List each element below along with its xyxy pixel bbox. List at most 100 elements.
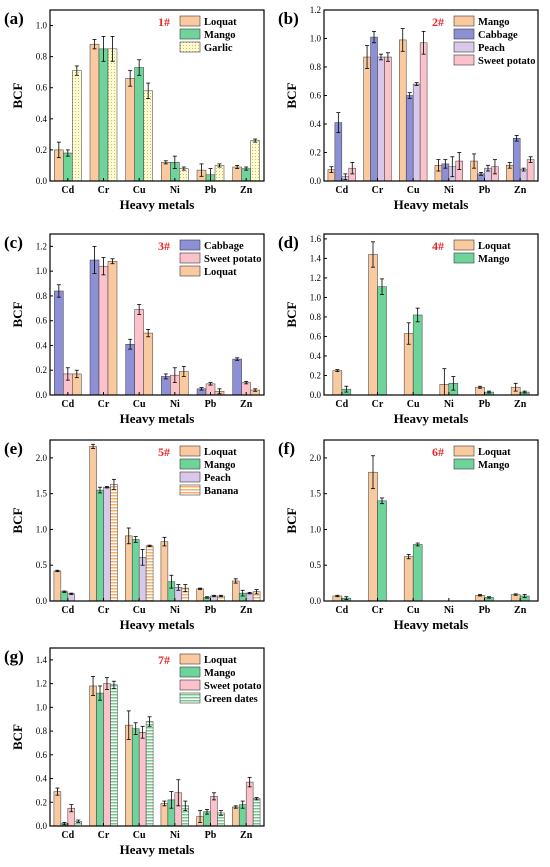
bar-loquat-cd bbox=[332, 370, 343, 396]
bar-garlic-zn bbox=[250, 140, 260, 182]
bar-cabbage-cu bbox=[405, 95, 414, 182]
legend-swatch bbox=[179, 28, 201, 40]
x-axis-title: Heavy metals bbox=[394, 617, 469, 632]
y-tick-label: 1.0 bbox=[310, 292, 322, 302]
bar-cabbage-cr bbox=[89, 259, 100, 396]
bar-loquat-pb bbox=[196, 588, 204, 602]
x-tick-label: Pb bbox=[205, 185, 217, 196]
legend-swatch bbox=[453, 252, 475, 264]
bar-loquat-cr bbox=[89, 43, 100, 182]
y-tick-label: 0.5 bbox=[36, 560, 48, 570]
x-tick-label: Ni bbox=[170, 605, 180, 616]
legend-label: Loquat bbox=[478, 447, 511, 458]
x-tick-label: Cr bbox=[98, 605, 110, 616]
legend-label: Sweet potato bbox=[204, 681, 261, 692]
y-tick-label: 0.8 bbox=[36, 52, 48, 62]
legend-label: Garlic bbox=[204, 43, 233, 54]
x-tick-label: Cr bbox=[98, 185, 110, 196]
bar-sweet-potato-cr bbox=[103, 683, 111, 827]
bar-loquat-cu bbox=[125, 535, 133, 602]
legend-label: Loquat bbox=[204, 267, 237, 278]
bar-garlic-cr bbox=[107, 48, 118, 182]
bar-cabbage-cd bbox=[54, 290, 64, 396]
y-tick-label: 1.2 bbox=[310, 5, 321, 15]
y-tick-label: 0.4 bbox=[310, 119, 322, 129]
x-tick-label: Cd bbox=[335, 399, 348, 410]
y-tick-label: 1.4 bbox=[310, 253, 322, 263]
bar-mango-cu bbox=[131, 539, 140, 602]
panel-a: Cd Cr Cu Ni Pb Zn 0.0 0.2 0.4 0.6 0.8 1.0 Heavy meta… bbox=[2, 2, 274, 217]
x-tick-label: Ni bbox=[444, 605, 454, 616]
x-tick-label: Cd bbox=[335, 605, 348, 616]
chart-svg: Cd Cr Cu Ni Pb Zn 0.0 0.2 0.4 0.6 0.8 1.0 1.2 Heavy m… bbox=[4, 233, 265, 426]
bar-loquat-cu bbox=[143, 332, 153, 396]
y-tick-label: 0.5 bbox=[310, 560, 322, 570]
legend-swatch bbox=[179, 458, 201, 470]
plot-frame bbox=[323, 233, 539, 396]
y-tick-label: 1.0 bbox=[36, 21, 48, 31]
panel-f: Cd Cr Cu Ni Pb Zn 0.0 0.5 1.0 1.5 2.0 Heavy metals B… bbox=[276, 432, 548, 637]
x-tick-label: Zn bbox=[240, 399, 253, 410]
legend-swatch bbox=[179, 252, 201, 264]
bar-loquat-ni bbox=[160, 803, 169, 827]
legend-label: Loquat bbox=[478, 241, 511, 252]
bar-mango-cr bbox=[96, 692, 104, 827]
legend-label: Mango bbox=[204, 460, 236, 471]
bar-loquat-cr bbox=[368, 471, 378, 602]
bar-garlic-cu bbox=[143, 90, 153, 182]
x-tick-label: Pb bbox=[479, 605, 491, 616]
bar-mango-cu bbox=[399, 39, 407, 182]
y-axis-title: BCF bbox=[284, 507, 299, 533]
bar-loquat-zn bbox=[232, 166, 242, 182]
x-tick-label: Cu bbox=[407, 605, 420, 616]
bar-loquat-cr bbox=[89, 446, 97, 602]
legend-label: Cabbage bbox=[204, 241, 244, 252]
plot-frame bbox=[49, 439, 265, 602]
y-tick-label: 0.0 bbox=[310, 390, 322, 400]
legend-swatch bbox=[179, 265, 201, 277]
y-tick-label: 0.2 bbox=[310, 370, 321, 380]
y-tick-label: 0.4 bbox=[310, 351, 322, 361]
x-tick-label: Cr bbox=[372, 605, 384, 616]
bar-loquat-cu bbox=[125, 78, 135, 182]
legend-label: Mango bbox=[478, 17, 510, 28]
y-tick-label: 0.8 bbox=[310, 312, 322, 322]
bar-peach-cu bbox=[412, 83, 421, 182]
x-tick-label: Zn bbox=[514, 399, 527, 410]
bar-green-dates-cr bbox=[110, 684, 118, 827]
y-tick-label: 0.6 bbox=[36, 750, 48, 760]
bar-cabbage-zn bbox=[232, 358, 242, 396]
x-tick-label: Cu bbox=[133, 830, 146, 841]
bar-loquat-cd bbox=[53, 570, 62, 602]
x-tick-label: Cu bbox=[133, 399, 146, 410]
legend-label: Cabbage bbox=[478, 30, 518, 41]
bar-mango-cu bbox=[412, 314, 423, 396]
legend-label: Loquat bbox=[204, 17, 237, 28]
legend-swatch bbox=[453, 15, 475, 27]
legend-label: Peach bbox=[204, 473, 231, 484]
legend-swatch bbox=[179, 692, 201, 704]
y-tick-label: 0.2 bbox=[36, 365, 47, 375]
site-label: 6# bbox=[432, 445, 444, 459]
y-tick-label: 0.0 bbox=[36, 176, 48, 186]
y-tick-label: 1.2 bbox=[310, 273, 321, 283]
x-tick-label: Cr bbox=[98, 399, 110, 410]
legend-swatch bbox=[179, 666, 201, 678]
bar-peach-cr bbox=[377, 56, 385, 182]
bar-mango-cd bbox=[63, 152, 73, 182]
panel-letter: (c) bbox=[4, 233, 23, 252]
y-tick-label: 1.6 bbox=[310, 234, 322, 244]
y-axis-title: BCF bbox=[10, 82, 25, 108]
legend-swatch bbox=[179, 445, 201, 457]
bar-sweet-potato-cu bbox=[419, 42, 428, 182]
legend-swatch bbox=[453, 445, 475, 457]
bar-loquat-cu bbox=[403, 556, 414, 602]
legend-label: Sweet potato bbox=[204, 254, 261, 265]
x-tick-label: Cd bbox=[61, 830, 74, 841]
plot-frame bbox=[49, 9, 265, 182]
y-tick-label: 2.0 bbox=[310, 453, 322, 463]
x-tick-label: Cr bbox=[372, 399, 384, 410]
legend-swatch bbox=[179, 41, 201, 53]
x-tick-label: Pb bbox=[479, 399, 491, 410]
panel-letter: (a) bbox=[4, 9, 24, 28]
